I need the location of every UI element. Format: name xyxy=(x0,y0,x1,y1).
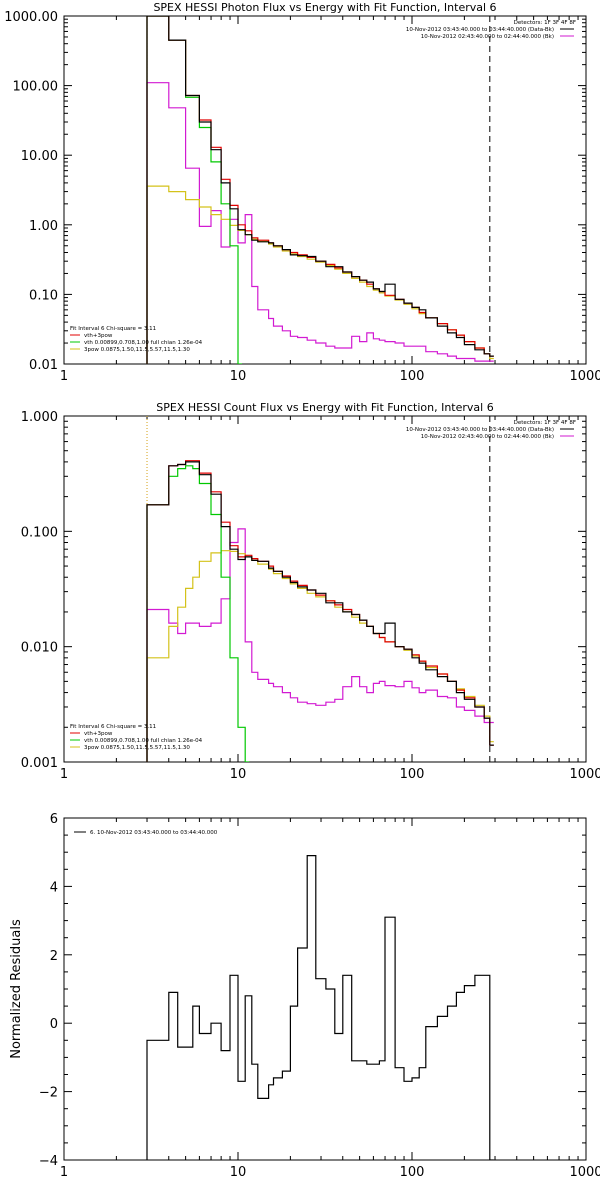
y-tick-label: 0 xyxy=(50,1017,58,1032)
series-group xyxy=(146,16,494,364)
x-ticks: 1 10 100 1000 xyxy=(60,416,600,782)
info-line: Detectors: 1F 3F 4F 8F xyxy=(514,20,576,26)
plot-frame xyxy=(63,15,587,365)
info-line: 10-Nov-2012 02:43:40.000 to 02:44:40.000… xyxy=(421,34,554,40)
series-line-6. xyxy=(146,855,494,1160)
info-line: 10-Nov-2012 03:43:40.000 to 03:44:40.000… xyxy=(406,27,554,33)
series-line-vth xyxy=(146,465,250,762)
y-tick-label: 0.010 xyxy=(21,641,58,656)
legend-label: 3pow 0.0875,1.50,11.5,5.57,11.5,1.30 xyxy=(84,745,190,751)
legend-label: vth 0.00899,0.708,1.00 full chian 1.26e-… xyxy=(84,340,203,346)
legend-header: Fit Interval 6 Chi-square = 3.11 xyxy=(70,724,156,730)
series-group xyxy=(146,855,494,1160)
y-tick-label: 10.00 xyxy=(21,149,58,164)
series-group xyxy=(146,460,494,762)
y-ticks: 0.001 0.010 0.100 1.000 xyxy=(21,410,586,771)
y-tick-label: 100.00 xyxy=(13,80,59,95)
y-axis-label: Normalized Residuals xyxy=(9,919,24,1059)
legend-label: 3pow 0.0875,1.50,11.5,5.57,11.5,1.30 xyxy=(84,347,190,353)
series-line-3pow xyxy=(146,550,494,762)
legend-label: vth+3pow xyxy=(84,333,113,339)
panel-1: 1 10 100 1000 0.01 0.10 1.00 10.00 100.00 1000.00… xyxy=(4,1,600,384)
panel-2: 1 10 100 1000 0.001 0.010 0.100 1.000 SPEX HESSI… xyxy=(21,401,600,782)
y-ticks: 0.01 0.10 1.00 10.00 100.00 1000.00 xyxy=(4,10,586,373)
y-tick-label: 1.000 xyxy=(21,410,58,425)
series-line-Bk xyxy=(146,528,494,762)
series-line-vth+3pow xyxy=(146,460,494,762)
y-tick-label: 0.10 xyxy=(29,288,58,303)
legend-header: Fit Interval 6 Chi-square = 3.11 xyxy=(70,326,156,332)
y-ticks: −4 −2 0 2 4 6 xyxy=(39,812,586,1169)
info-line: 10-Nov-2012 02:43:40.000 to 02:44:40.000… xyxy=(421,434,554,440)
y-tick-label: 6 xyxy=(50,812,58,827)
x-tick-label: 10 xyxy=(230,369,247,384)
y-tick-label: −4 xyxy=(39,1154,58,1169)
x-tick-label: 1 xyxy=(60,767,68,782)
legend-label: vth+3pow xyxy=(84,731,113,737)
x-ticks: 1 10 100 1000 xyxy=(60,16,600,384)
panel-3: 1 10 100 1000 −4 −2 0 2 4 6 Normalized Residuals 6.… xyxy=(9,812,600,1180)
series-line-Data-Bk xyxy=(146,16,494,364)
legend-label: 6. 10-Nov-2012 03:43:40.000 to 03:44:40.… xyxy=(90,830,218,836)
info-line: 10-Nov-2012 03:43:40.000 to 03:44:40.000… xyxy=(406,427,554,433)
plot-frame xyxy=(63,415,587,763)
series-line-Bk xyxy=(146,82,494,364)
legend-label: vth 0.00899,0.708,1.00 full chian 1.26e-… xyxy=(84,738,203,744)
y-tick-label: 0.001 xyxy=(21,756,58,771)
series-line-vth xyxy=(146,16,242,364)
y-tick-label: 2 xyxy=(50,949,58,964)
x-tick-label: 1 xyxy=(60,369,68,384)
x-tick-label: 1000 xyxy=(569,369,600,384)
x-tick-label: 1000 xyxy=(569,767,600,782)
x-tick-label: 100 xyxy=(400,369,425,384)
x-tick-label: 1 xyxy=(60,1165,68,1180)
y-tick-label: 4 xyxy=(50,880,58,895)
series-line-Data-Bk xyxy=(146,461,494,762)
y-tick-label: 1.00 xyxy=(29,219,58,234)
x-tick-label: 1000 xyxy=(569,1165,600,1180)
x-tick-label: 100 xyxy=(400,1165,425,1180)
chart-title: SPEX HESSI Photon Flux vs Energy with Fi… xyxy=(153,1,496,14)
y-tick-label: 0.01 xyxy=(29,358,58,373)
x-tick-label: 10 xyxy=(230,767,247,782)
y-tick-label: −2 xyxy=(39,1086,58,1101)
x-tick-label: 10 xyxy=(230,1165,247,1180)
x-ticks: 1 10 100 1000 xyxy=(60,818,600,1180)
y-tick-label: 1000.00 xyxy=(4,10,58,25)
plot-frame xyxy=(63,817,587,1161)
info-line: Detectors: 1F 3F 4F 8F xyxy=(514,420,576,426)
chart-title: SPEX HESSI Count Flux vs Energy with Fit… xyxy=(156,401,493,414)
x-tick-label: 100 xyxy=(400,767,425,782)
y-tick-label: 0.100 xyxy=(21,525,58,540)
